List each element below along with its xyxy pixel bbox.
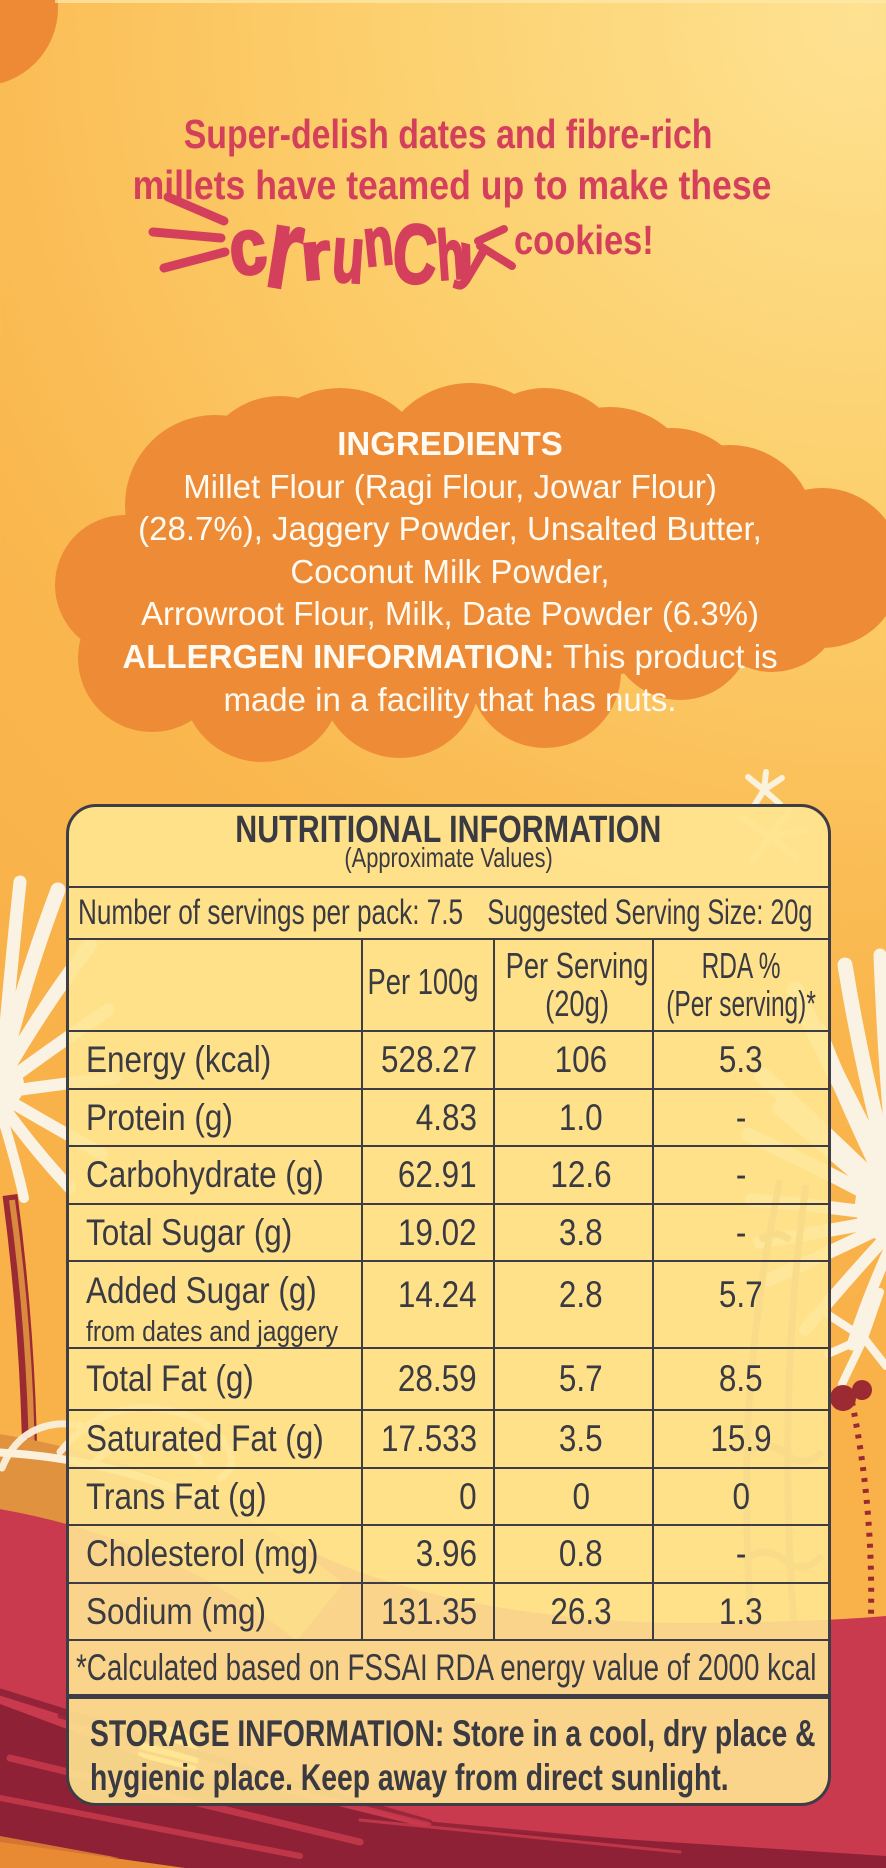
- svg-text:C: C: [390, 206, 440, 303]
- svg-text:r: r: [297, 217, 334, 295]
- svg-text:u: u: [329, 209, 367, 300]
- svg-text:h: h: [434, 215, 466, 295]
